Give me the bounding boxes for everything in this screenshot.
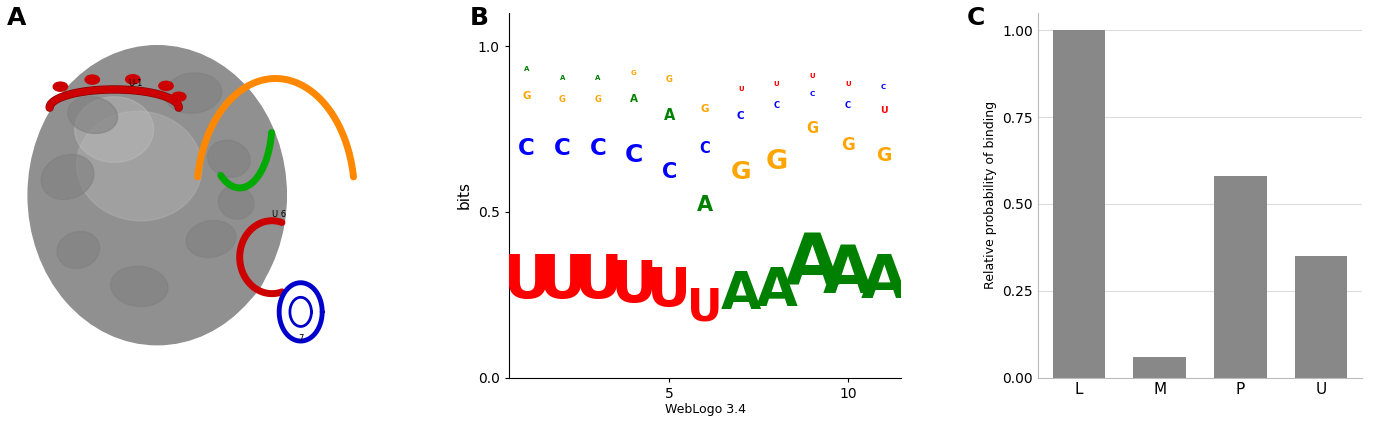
Text: G: G (559, 94, 566, 103)
Text: A: A (860, 252, 907, 311)
Ellipse shape (110, 266, 168, 306)
Text: U: U (845, 81, 850, 87)
Text: C: C (555, 137, 571, 160)
Text: U: U (773, 81, 779, 87)
Y-axis label: Relative probability of binding: Relative probability of binding (984, 101, 996, 289)
Text: U: U (879, 106, 888, 115)
Text: 7: 7 (299, 334, 303, 343)
Text: U: U (611, 259, 656, 314)
Ellipse shape (186, 221, 235, 257)
Text: C: C (773, 101, 780, 110)
Text: B: B (469, 6, 488, 30)
Text: U: U (574, 252, 622, 311)
Text: G: G (877, 146, 892, 165)
Ellipse shape (28, 45, 286, 345)
Text: C: C (966, 6, 985, 30)
Text: G: G (806, 121, 819, 136)
Text: U-1: U-1 (128, 79, 143, 88)
Ellipse shape (77, 111, 202, 221)
Text: C: C (519, 137, 535, 160)
Text: U: U (688, 287, 722, 329)
Text: A: A (630, 94, 637, 104)
Bar (1134, 356, 1186, 378)
Text: C: C (809, 91, 815, 97)
Ellipse shape (172, 92, 186, 101)
Text: U: U (502, 252, 550, 311)
Text: G: G (666, 75, 673, 84)
Ellipse shape (165, 73, 222, 113)
Text: A: A (721, 270, 761, 320)
Text: A: A (698, 195, 713, 215)
X-axis label: WebLogo 3.4: WebLogo 3.4 (665, 403, 746, 416)
Text: G: G (523, 91, 531, 101)
Text: A: A (524, 66, 530, 72)
Text: G: G (630, 69, 637, 76)
Ellipse shape (67, 97, 117, 133)
Ellipse shape (56, 231, 99, 269)
Text: A: A (823, 243, 872, 307)
Ellipse shape (41, 154, 94, 199)
Text: A: A (596, 75, 601, 81)
Text: A: A (755, 265, 798, 317)
Text: A: A (7, 6, 26, 30)
Text: C: C (738, 111, 744, 121)
Bar (1214, 176, 1267, 378)
Ellipse shape (85, 75, 99, 84)
Text: C: C (662, 162, 677, 182)
Text: A: A (784, 230, 839, 299)
Text: G: G (765, 149, 787, 175)
Text: C: C (881, 85, 886, 91)
Text: G: G (731, 160, 751, 184)
Text: U: U (647, 265, 691, 317)
Text: C: C (700, 141, 710, 156)
Ellipse shape (118, 213, 268, 323)
Text: U: U (809, 73, 815, 79)
Text: A: A (663, 108, 676, 123)
Text: G: G (594, 94, 601, 103)
Text: U: U (738, 86, 743, 92)
Bar (1053, 30, 1105, 378)
Text: C: C (589, 137, 607, 160)
Text: C: C (845, 101, 850, 110)
Ellipse shape (158, 82, 173, 91)
Bar (1295, 256, 1347, 378)
Text: C: C (625, 143, 643, 167)
Ellipse shape (125, 75, 140, 84)
Text: U 6: U 6 (272, 210, 286, 219)
Text: A: A (560, 75, 566, 81)
Ellipse shape (219, 186, 253, 219)
Ellipse shape (34, 141, 136, 286)
Ellipse shape (208, 140, 250, 177)
Text: G: G (841, 136, 854, 154)
Ellipse shape (54, 82, 67, 91)
Ellipse shape (54, 99, 189, 204)
Text: G: G (700, 104, 710, 114)
Y-axis label: bits: bits (457, 181, 472, 209)
Ellipse shape (157, 89, 264, 192)
Text: U: U (538, 252, 586, 311)
Ellipse shape (74, 97, 154, 162)
